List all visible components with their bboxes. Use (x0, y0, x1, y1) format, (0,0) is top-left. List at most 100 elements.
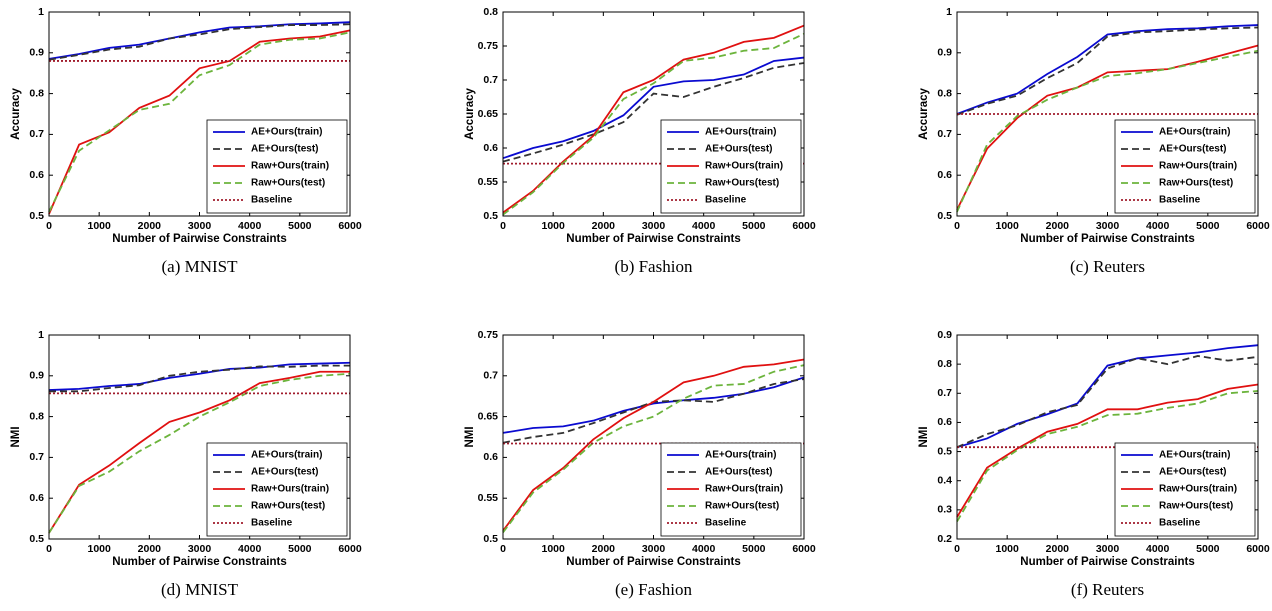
x-tick-label: 6000 (338, 543, 362, 555)
series-line (49, 364, 350, 393)
legend-label: AE+Ours(test) (705, 144, 773, 155)
x-tick-label: 4000 (238, 220, 262, 232)
x-tick-label: 1000 (995, 543, 1019, 555)
x-axis-label: Number of Pairwise Constraints (112, 233, 286, 245)
series-line (956, 390, 1259, 522)
x-tick-label: 6000 (1246, 220, 1270, 232)
x-tick-label: 6000 (1246, 543, 1270, 555)
y-tick-label: 0.75 (478, 40, 499, 52)
y-tick-label: 0.8 (937, 358, 952, 370)
legend-label: Raw+Ours(test) (251, 501, 325, 512)
x-tick-label: 3000 (188, 543, 212, 555)
series-line (956, 26, 1259, 116)
series-line (956, 344, 1259, 449)
legend: AE+Ours(train) AE+Ours(test) Raw+Ours(trai… (660, 119, 802, 214)
legend-label: AE+Ours(test) (1159, 144, 1227, 155)
x-axis-label: Number of Pairwise Constraints (566, 556, 740, 568)
y-tick-label: 0.5 (29, 210, 44, 222)
x-tick-label: 6000 (792, 543, 816, 555)
y-tick-label: 0.9 (29, 370, 44, 382)
caption: (d) MNIST (161, 580, 239, 599)
y-tick-label: 0.8 (29, 410, 44, 422)
caption: (c) Reuters (1070, 257, 1145, 276)
x-tick-label: 6000 (338, 220, 362, 232)
series-line (48, 372, 351, 534)
subplot: 0.5 0.55 0.6 0.65 0.7 0.75 0.8 0 1000 2000 3000 400… (464, 6, 816, 276)
legend: AE+Ours(train) AE+Ours(test) Raw+Ours(trai… (206, 119, 348, 214)
legend-label: AE+Ours(test) (705, 467, 773, 478)
series-line (502, 358, 805, 532)
series-line (502, 62, 805, 163)
series-line (956, 383, 1259, 518)
x-tick-label: 3000 (1096, 220, 1120, 232)
y-tick-label: 0.6 (483, 451, 498, 463)
y-tick-label: 0.75 (478, 329, 499, 341)
axes-frame (48, 334, 351, 540)
y-tick-label: 0.7 (29, 451, 44, 463)
caption: (a) MNIST (161, 257, 238, 276)
y-axis-label: Accuracy (10, 88, 22, 140)
axes-frame (48, 11, 351, 217)
x-tick-label: 0 (500, 543, 506, 555)
y-tick-label: 0.6 (937, 169, 952, 181)
legend-label: AE+Ours(train) (705, 450, 776, 461)
y-tick-label: 0.7 (937, 387, 952, 399)
subplot: 0.5 0.6 0.7 0.8 0.9 1 0 1000 2000 3000 4000 5000 600… (10, 329, 362, 599)
x-tick-label: 5000 (1196, 220, 1220, 232)
y-tick-label: 0.65 (478, 108, 499, 120)
y-tick-label: 0.55 (478, 176, 499, 188)
legend-label: AE+Ours(train) (1159, 450, 1230, 461)
x-tick-label: 3000 (1096, 543, 1120, 555)
x-tick-label: 0 (500, 220, 506, 232)
axes-frame (956, 334, 1259, 540)
x-tick-label: 0 (954, 543, 960, 555)
axes-frame (502, 11, 805, 217)
x-tick-label: 1000 (995, 220, 1019, 232)
y-tick-label: 0.55 (478, 492, 499, 504)
x-axis-label: Number of Pairwise Constraints (1020, 233, 1194, 245)
legend-label: AE+Ours(train) (1159, 127, 1230, 138)
y-tick-label: 0.7 (29, 128, 44, 140)
legend: AE+Ours(train) AE+Ours(test) Raw+Ours(trai… (1114, 119, 1256, 214)
axes-frame (502, 334, 805, 540)
legend: AE+Ours(train) AE+Ours(test) Raw+Ours(trai… (660, 442, 802, 537)
series-line (502, 364, 805, 534)
caption: (e) Fashion (615, 580, 692, 599)
subplot: 0.5 0.6 0.7 0.8 0.9 1 0 1000 2000 3000 4000 5000 600… (10, 6, 362, 276)
legend-label: Raw+Ours(train) (705, 161, 783, 172)
legend-label: Raw+Ours(test) (705, 178, 779, 189)
legend-label: Raw+Ours(train) (251, 161, 329, 172)
x-tick-label: 5000 (288, 220, 312, 232)
series-line (956, 355, 1259, 449)
x-tick-label: 2000 (138, 220, 162, 232)
legend-label: Baseline (1159, 195, 1201, 206)
y-tick-label: 0.7 (483, 370, 498, 382)
y-tick-label: 0.9 (29, 47, 44, 59)
subplot: 0.2 0.3 0.4 0.5 0.6 0.7 0.8 0.9 0 1000 2000 3000 400… (918, 329, 1270, 599)
y-tick-label: 0.6 (29, 169, 44, 181)
x-tick-label: 2000 (592, 220, 616, 232)
y-tick-label: 0.8 (483, 6, 498, 18)
x-tick-label: 1000 (87, 543, 111, 555)
legend-label: AE+Ours(test) (251, 467, 319, 478)
legend-label: AE+Ours(test) (1159, 467, 1227, 478)
y-axis-label: Accuracy (918, 88, 930, 140)
y-tick-label: 0.7 (937, 128, 952, 140)
y-tick-label: 0.5 (29, 533, 44, 545)
x-tick-label: 1000 (541, 220, 565, 232)
x-tick-label: 5000 (742, 220, 766, 232)
y-tick-label: 0.2 (937, 533, 952, 545)
legend-label: Raw+Ours(test) (251, 178, 325, 189)
x-tick-label: 0 (954, 220, 960, 232)
caption: (f) Reuters (1071, 580, 1144, 599)
y-tick-label: 0.3 (937, 504, 952, 516)
x-tick-label: 0 (46, 543, 52, 555)
y-tick-label: 0.7 (483, 74, 498, 86)
y-tick-label: 0.6 (29, 492, 44, 504)
x-tick-label: 4000 (1146, 220, 1170, 232)
legend-label: Raw+Ours(train) (1159, 484, 1237, 495)
y-tick-label: 0.6 (937, 416, 952, 428)
series-line (502, 32, 805, 216)
